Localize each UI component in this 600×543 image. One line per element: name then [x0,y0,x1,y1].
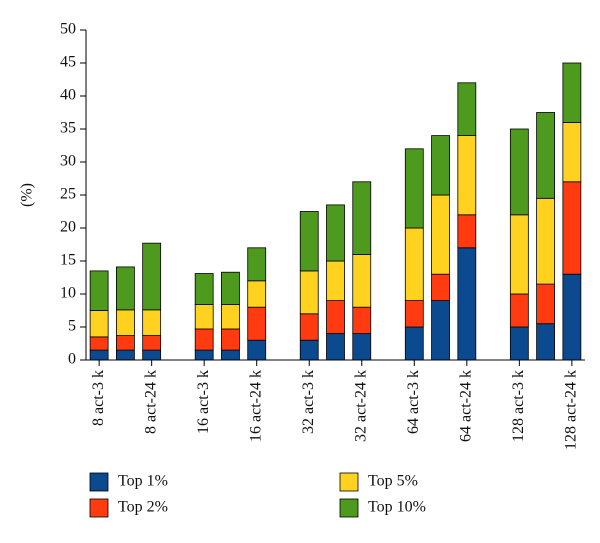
legend-label: Top 2% [118,499,168,516]
x-tick-label: 128 act-24 k [563,370,580,450]
bar-segment [431,194,450,275]
bar-segment [115,335,135,351]
bar-segment [352,306,372,335]
y-tick-label: 15 [60,252,76,269]
bar-segment [299,211,319,272]
x-tick-label: 8 act-24 k [142,370,159,434]
legend-swatch [339,472,359,492]
legend-swatch [339,498,359,518]
bar-segment [562,62,582,123]
bar-segment [247,247,267,282]
bar-segment [431,273,450,302]
bar-segment [299,313,319,341]
bar-segment [247,306,267,341]
bar-segment [247,280,267,308]
x-tick-label: 32 act-3 k [300,370,317,434]
x-tick-label: 16 act-3 k [195,370,212,434]
bar-segment [536,197,556,285]
bar-segment [457,82,477,137]
bar-segment [509,326,529,361]
bar-segment [142,335,162,351]
bar-segment [194,328,214,351]
bar-segment [115,349,135,361]
x-tick-label: 16 act-24 k [247,370,264,442]
bar-segment [431,300,450,361]
bar-segment [89,349,109,361]
bar-segment [352,333,372,361]
bar-segment [326,333,345,361]
bar-segment [221,304,240,330]
bar-segment [142,349,162,361]
bar-segment [536,112,556,199]
y-tick-label: 40 [60,87,76,104]
legend-label: Top 5% [368,473,418,490]
y-tick-label: 5 [68,318,76,335]
legend-swatch [89,498,109,518]
bar-segment [326,260,345,301]
x-tick-label: 64 act-24 k [457,370,474,442]
bar-segment [536,283,556,325]
y-axis-label: (%) [19,183,36,207]
y-tick-label: 10 [60,285,76,302]
bar-segment [221,349,240,361]
bar-segment [404,300,424,328]
bar-segment [457,247,477,361]
bar-segment [299,270,319,315]
bar-segment [431,135,450,196]
x-tick-label: 8 act-3 k [90,370,107,426]
bar-segment [352,253,372,308]
x-tick-label: 32 act-24 k [352,370,369,442]
bar-segment [404,148,424,229]
bar-segment [457,135,477,216]
y-tick-label: 25 [60,186,76,203]
y-tick-label: 0 [68,351,76,368]
y-tick-label: 20 [60,219,76,236]
y-tick-label: 35 [60,120,76,137]
bar-segment [194,273,214,305]
bar-segment [194,304,214,330]
y-tick-label: 45 [60,54,76,71]
bar-segment [562,273,582,361]
y-tick-label: 30 [60,153,76,170]
legend-swatch [89,472,109,492]
bar-segment [509,214,529,295]
bar-segment [221,328,240,351]
bar-segment [299,339,319,361]
legend-label: Top 1% [118,473,168,490]
bar-segment [509,128,529,216]
bar-segment [326,204,345,262]
bar-segment [562,122,582,183]
legend-label: Top 10% [368,499,426,516]
bar-segment [457,214,477,249]
bar-segment [221,271,240,305]
bar-segment [404,227,424,301]
bar-segment [536,323,556,361]
bar-segment [115,266,135,311]
y-tick-label: 50 [60,21,76,38]
bar-segment [89,336,109,351]
bar-segment [247,339,267,361]
bar-segment [404,326,424,361]
bar-segment [194,349,214,361]
bar-segment [89,310,109,338]
x-tick-label: 64 act-3 k [405,370,422,434]
bar-segment [142,309,162,336]
bar-segment [509,293,529,328]
bar-segment [89,270,109,311]
bar-segment [562,181,582,275]
bar-segment [352,181,372,255]
bar-segment [326,300,345,335]
bar-segment [142,242,162,311]
bar-segment [115,309,135,336]
x-tick-label: 128 act-3 k [510,370,527,442]
